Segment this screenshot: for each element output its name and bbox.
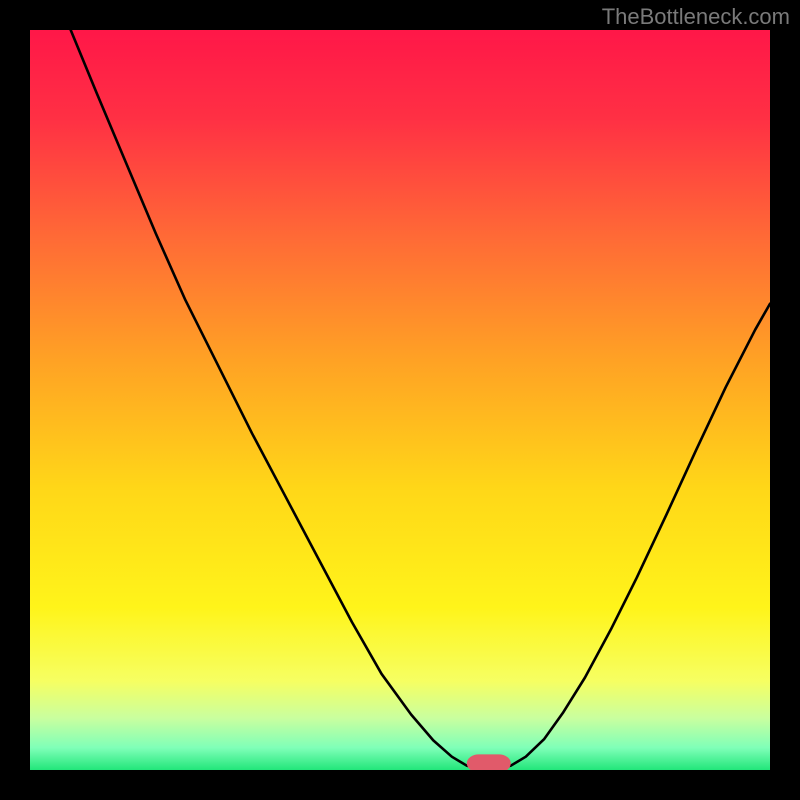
optimal-marker: [467, 754, 511, 770]
source-watermark: TheBottleneck.com: [602, 4, 790, 30]
gradient-background: [30, 30, 770, 770]
plot-area: [30, 30, 770, 770]
bottleneck-chart: TheBottleneck.com: [0, 0, 800, 800]
chart-svg: [30, 30, 770, 770]
